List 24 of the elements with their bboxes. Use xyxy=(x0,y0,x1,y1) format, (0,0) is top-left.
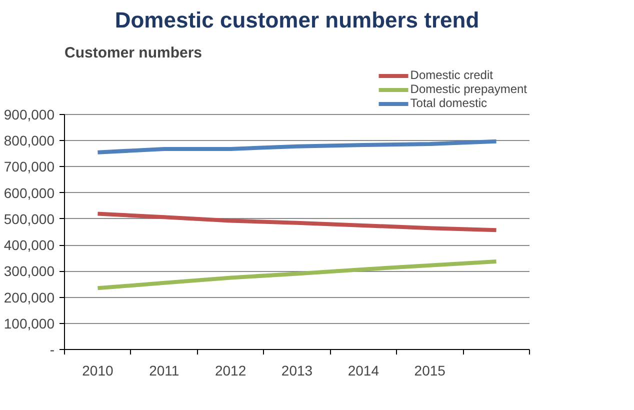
line-series xyxy=(96,260,498,290)
chart-title: Domestic customer numbers trend xyxy=(114,8,480,32)
y-tick-label: 300,000 xyxy=(4,263,55,280)
y-tick-label: 500,000 xyxy=(4,210,55,227)
x-tick-label: 2010 xyxy=(82,362,114,378)
y-tick-label: - xyxy=(50,342,55,358)
y-tick-label: 700,000 xyxy=(4,158,55,175)
x-tick-label: 2014 xyxy=(348,362,380,378)
legend-label: Total domestic xyxy=(410,96,487,110)
y-tick-label: 600,000 xyxy=(4,184,55,201)
x-tick-label: 2011 xyxy=(149,362,180,378)
x-tick-label: 2013 xyxy=(281,362,313,378)
legend-label: Domestic prepayment xyxy=(410,82,527,96)
x-tick-label: 2012 xyxy=(215,362,246,378)
y-tick-label: 400,000 xyxy=(4,237,55,254)
line-series xyxy=(96,212,498,232)
line-series xyxy=(96,139,498,154)
legend-label: Domestic credit xyxy=(410,68,493,82)
y-tick-label: 100,000 xyxy=(4,315,55,332)
y-tick-label: 800,000 xyxy=(4,132,55,149)
y-axis-title: Customer numbers xyxy=(64,44,202,62)
y-tick-label: 200,000 xyxy=(4,289,55,306)
x-tick-label: 2015 xyxy=(414,362,446,378)
y-tick-label: 900,000 xyxy=(4,106,55,122)
